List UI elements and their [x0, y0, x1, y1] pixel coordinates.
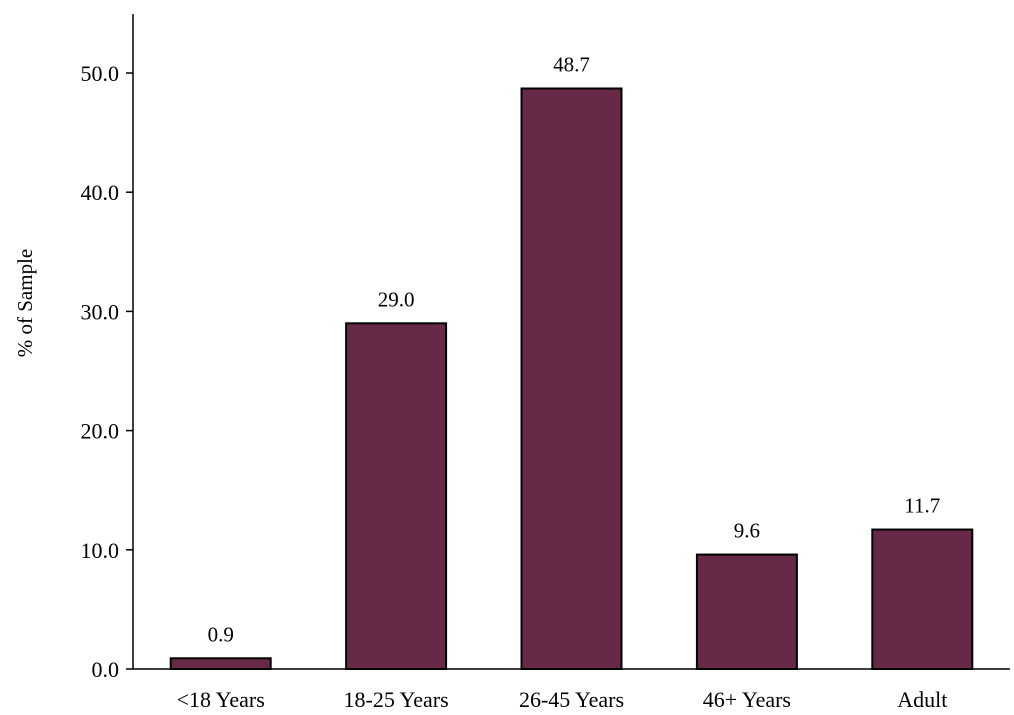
bar [520, 87, 623, 671]
data-label: 9.6 [734, 519, 760, 543]
data-label: 29.0 [378, 287, 415, 311]
y-tick-label: 30.0 [81, 299, 120, 324]
bar [169, 657, 272, 670]
y-tick-label: 20.0 [81, 419, 120, 444]
data-label: 11.7 [904, 494, 940, 518]
y-tick-label: 10.0 [81, 538, 120, 563]
data-label: 48.7 [553, 52, 590, 76]
category-labels: <18 Years 18-25 Years 26-45 Years 46+ Years… [177, 687, 948, 712]
bar [345, 322, 448, 670]
category-label: Adult [897, 687, 947, 712]
y-axis-title: % of Sample [13, 249, 37, 357]
data-label: 0.9 [208, 622, 234, 646]
category-label: 46+ Years [703, 687, 791, 712]
y-tick-label: 0.0 [92, 657, 120, 682]
category-label: <18 Years [177, 687, 265, 712]
bar [871, 528, 974, 671]
bar [695, 553, 798, 670]
y-tick-labels: 0.0 10.0 20.0 30.0 40.0 50.0 [81, 61, 133, 682]
y-tick-label: 40.0 [81, 180, 120, 205]
bars [169, 87, 974, 671]
data-labels: 0.9 29.0 48.7 9.6 11.7 [208, 52, 941, 646]
category-label: 18-25 Years [344, 687, 449, 712]
y-tick-label: 50.0 [81, 61, 120, 86]
category-label: 26-45 Years [519, 687, 624, 712]
